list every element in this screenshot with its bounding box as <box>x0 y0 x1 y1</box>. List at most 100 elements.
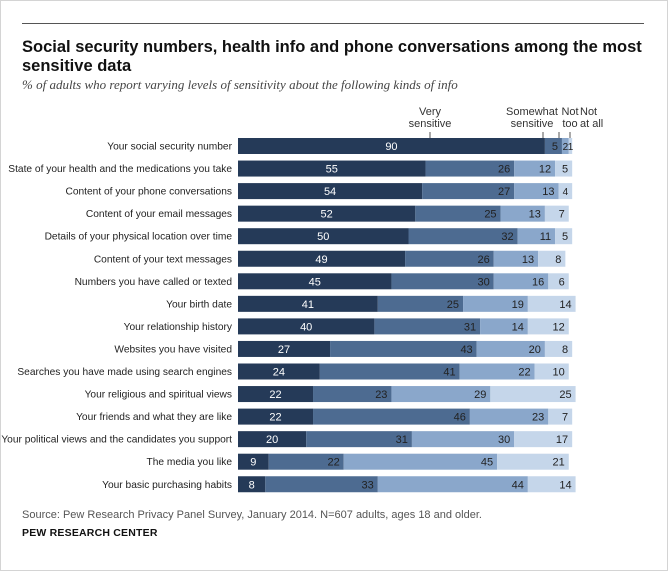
value-label-not-too: 29 <box>474 389 486 401</box>
bar-not-at-all <box>555 228 573 245</box>
value-label-not-too: 19 <box>512 299 524 311</box>
value-label-very: 20 <box>266 434 278 446</box>
value-label-very: 22 <box>269 389 281 401</box>
value-label-not-too: 11 <box>540 231 551 243</box>
value-label-not-too: 13 <box>529 209 541 221</box>
value-label-not-too: 12 <box>539 164 551 176</box>
value-label-not-at-all: 14 <box>559 479 571 491</box>
value-label-not-at-all: 8 <box>562 344 568 356</box>
value-label-not-at-all: 10 <box>553 367 565 379</box>
value-label-not-too: 44 <box>512 479 524 491</box>
bar-not-too <box>493 250 539 267</box>
value-label-very: 45 <box>309 276 321 288</box>
value-label-not-too: 13 <box>542 186 554 198</box>
value-label-very: 9 <box>250 457 256 469</box>
value-label-not-too: 30 <box>498 434 510 446</box>
value-label-somewhat: 22 <box>327 457 339 469</box>
value-label-not-at-all: 4 <box>563 187 569 198</box>
bar-not-too <box>411 431 515 448</box>
value-label-somewhat: 33 <box>362 479 374 491</box>
value-label-not-too: 16 <box>532 276 544 288</box>
bar-very <box>238 138 545 154</box>
bar-not-at-all <box>548 408 573 425</box>
bar-very <box>238 363 320 380</box>
value-label-not-at-all: 21 <box>553 457 565 469</box>
value-label-somewhat: 41 <box>443 367 455 379</box>
bar-very <box>238 183 423 200</box>
value-label-not-too: 2 <box>563 142 569 153</box>
category-label: Searches you have made using search engi… <box>17 367 232 378</box>
value-label-somewhat: 46 <box>454 412 466 424</box>
value-label-somewhat: 25 <box>447 299 459 311</box>
category-label: Your friends and what they are like <box>76 412 232 423</box>
category-label: Websites you have visited <box>114 344 232 355</box>
bar-not-too <box>459 363 535 380</box>
category-label: Content of your email messages <box>86 209 232 220</box>
bar-not-too <box>343 453 498 470</box>
value-label-not-at-all: 5 <box>562 231 568 243</box>
bar-somewhat <box>313 386 392 403</box>
category-label: Your relationship history <box>124 322 233 333</box>
value-label-very: 24 <box>273 367 285 379</box>
value-label-not-too: 22 <box>518 367 530 379</box>
value-label-somewhat: 30 <box>478 276 490 288</box>
bar-somewhat <box>265 476 378 493</box>
value-label-somewhat: 26 <box>478 254 490 266</box>
value-label-not-at-all: 25 <box>559 389 571 401</box>
value-label-somewhat: 5 <box>552 141 558 153</box>
bar-somewhat <box>268 453 344 470</box>
category-label: The media you like <box>146 457 232 468</box>
bar-very <box>238 250 406 267</box>
bar-not-too <box>493 273 549 290</box>
bar-not-too <box>480 318 528 335</box>
bar-somewhat <box>425 160 515 177</box>
value-label-somewhat: 27 <box>498 186 510 198</box>
bar-not-at-all <box>548 273 569 290</box>
bar-not-at-all <box>558 183 573 200</box>
bar-somewhat <box>408 228 518 245</box>
bar-somewhat <box>330 340 477 357</box>
organization-credit: PEW RESEARCH CENTER <box>22 527 158 539</box>
bar-not-too <box>514 160 556 177</box>
bar-not-too <box>463 295 528 312</box>
value-label-somewhat: 43 <box>460 344 472 356</box>
bar-not-at-all <box>534 363 569 380</box>
value-label-not-at-all: 14 <box>559 299 571 311</box>
bar-somewhat <box>306 431 412 448</box>
value-label-somewhat: 25 <box>484 209 496 221</box>
value-label-very: 54 <box>324 186 336 198</box>
bar-not-at-all <box>538 250 566 267</box>
value-label-very: 27 <box>278 344 290 356</box>
bar-very <box>238 408 314 425</box>
bar-very <box>238 295 378 312</box>
bar-not-too <box>514 183 559 200</box>
bar-somewhat <box>544 138 562 154</box>
value-label-very: 22 <box>269 412 281 424</box>
legend-somewhat-sensitive: Somewhat sensitive <box>506 106 558 130</box>
chart-title: Social security numbers, health info and… <box>22 38 642 75</box>
value-label-not-at-all: 1 <box>568 142 574 153</box>
bar-not-too <box>500 205 545 222</box>
bar-somewhat <box>374 318 481 335</box>
bar-very <box>238 205 416 222</box>
bar-very <box>238 453 269 470</box>
bar-not-at-all <box>527 476 576 493</box>
value-label-not-at-all: 5 <box>562 164 568 176</box>
value-label-not-too: 23 <box>532 412 544 424</box>
bar-somewhat <box>415 205 501 222</box>
category-label: Your basic purchasing habits <box>102 480 232 491</box>
bar-not-too <box>469 408 549 425</box>
bar-not-at-all <box>568 138 573 154</box>
bar-not-at-all <box>527 295 576 312</box>
bar-not-at-all <box>544 340 573 357</box>
bar-not-at-all <box>490 386 576 403</box>
value-label-not-too: 45 <box>481 457 493 469</box>
top-rule <box>22 23 644 24</box>
bar-not-at-all <box>497 453 569 470</box>
value-label-not-at-all: 17 <box>556 434 568 446</box>
bar-very <box>238 318 375 335</box>
category-label: Content of your text messages <box>94 254 232 265</box>
legend-not-at-all: Not at all <box>580 106 604 130</box>
bar-very <box>238 273 392 290</box>
